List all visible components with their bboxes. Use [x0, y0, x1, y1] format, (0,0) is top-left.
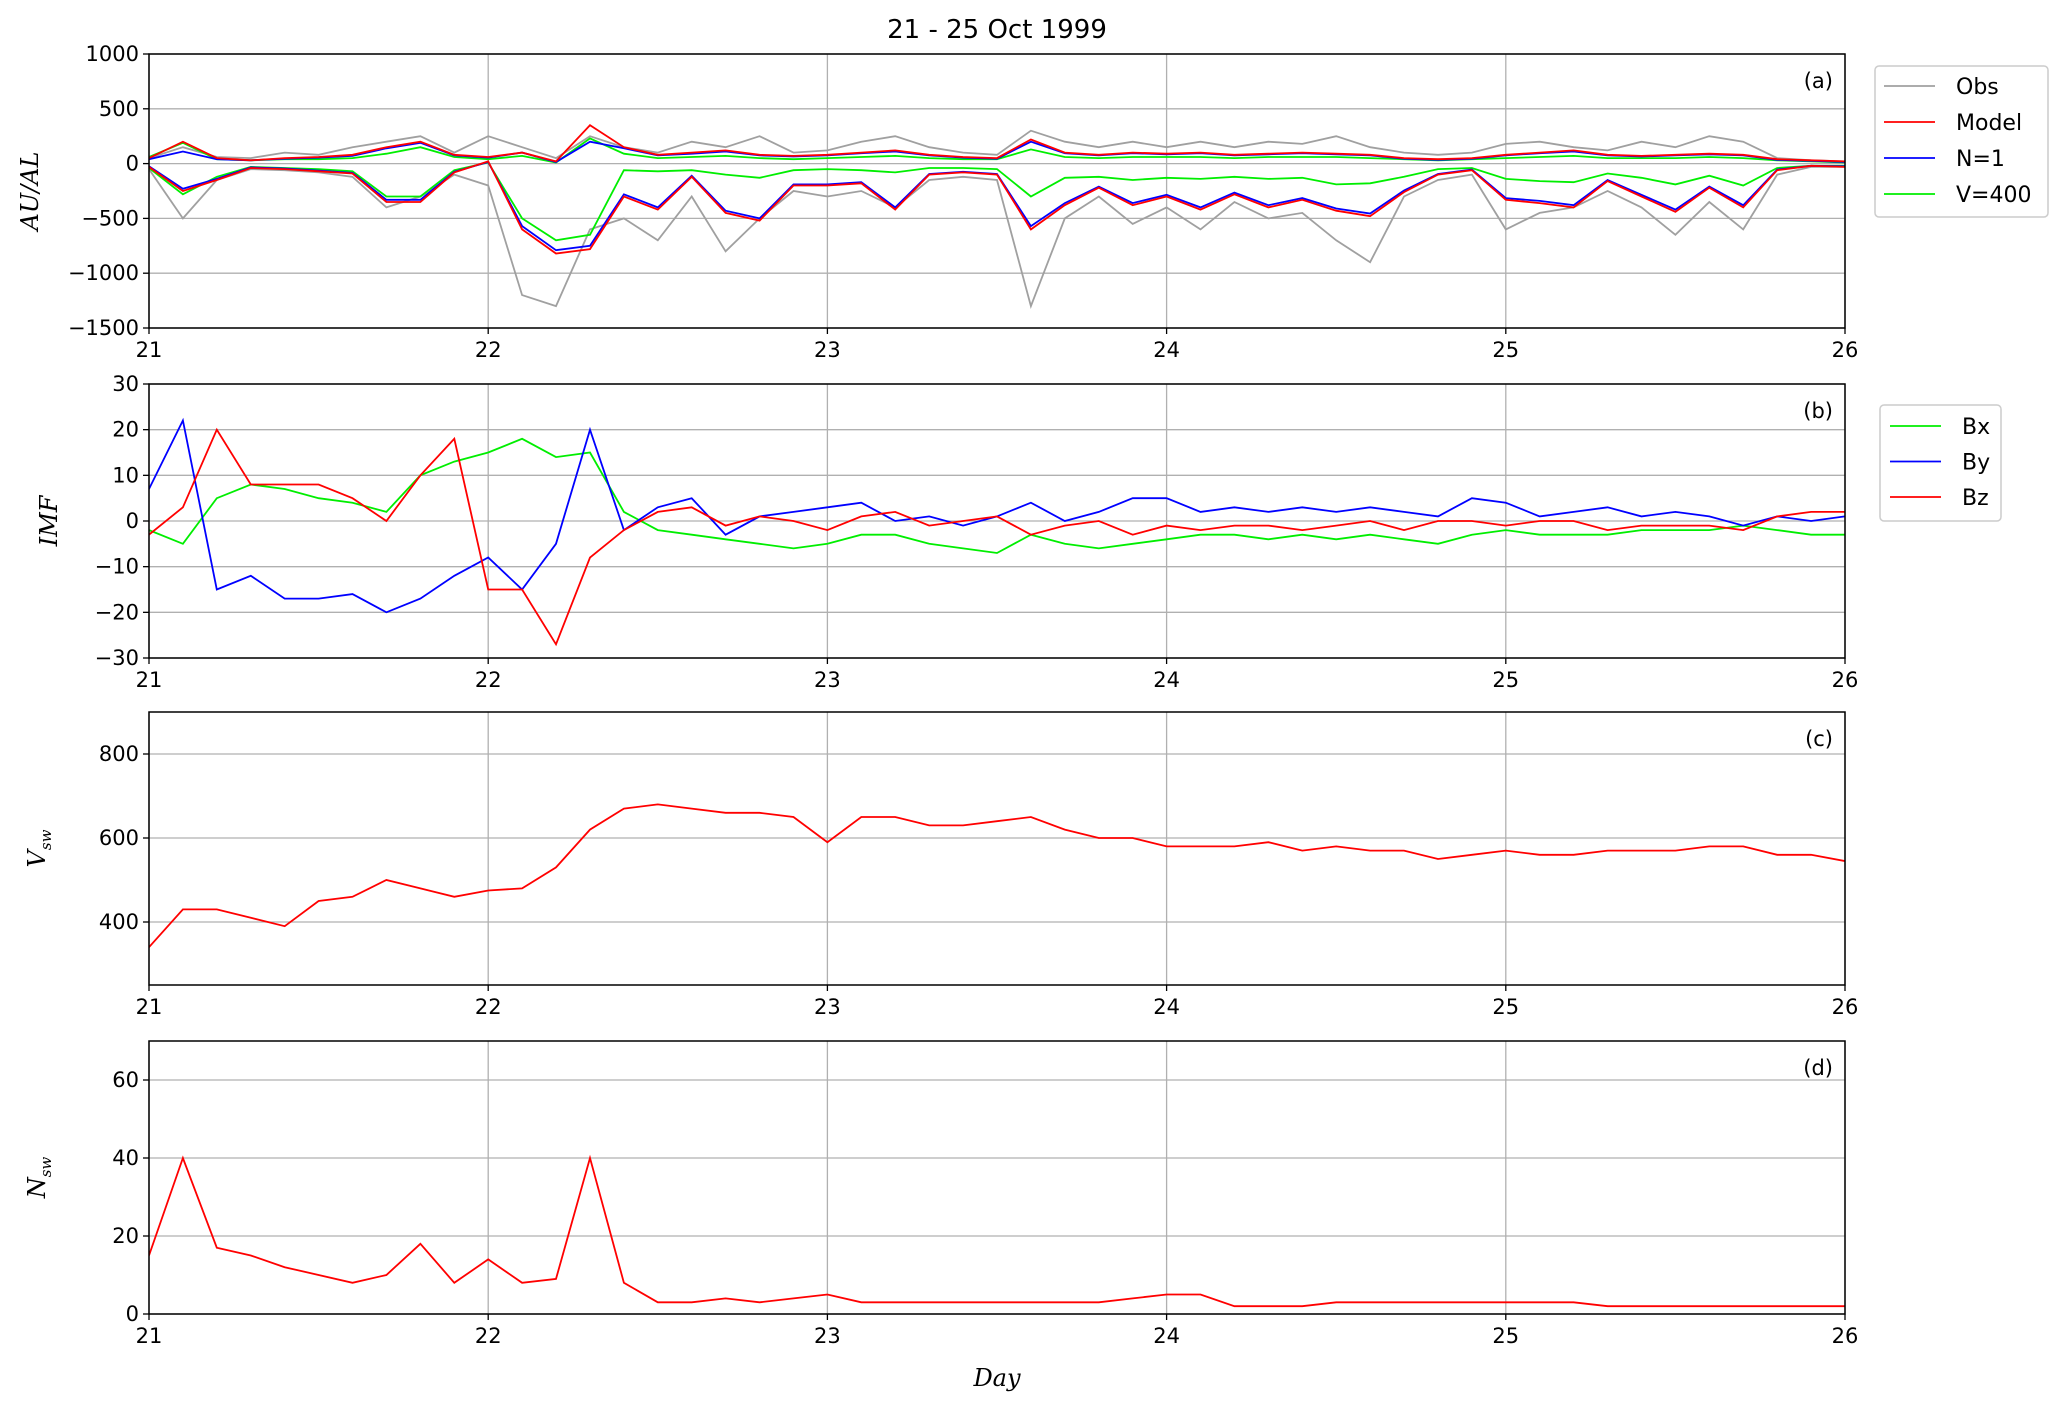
panel-label: (c)	[1805, 727, 1833, 751]
panel-c: 21 22 23 24 25 26 400 600 800 (c) Vsw	[23, 711, 1859, 1019]
y-axis-label: AU/AL	[16, 152, 44, 233]
series-line-obs	[149, 129, 1845, 163]
legend: Bx By Bz	[1879, 404, 2002, 522]
x-tick-label: 22	[475, 338, 502, 362]
x-tick-label: 21	[136, 668, 163, 692]
panel-d: 21 22 23 24 25 26 0 20 40 60 (d) Nsw	[23, 1040, 1859, 1348]
x-tick-label: 22	[475, 995, 502, 1019]
panel-label: (b)	[1803, 399, 1833, 423]
x-tick-label: 24	[1153, 1324, 1180, 1348]
y-tick-label: 60	[112, 1068, 139, 1092]
x-tick-label: 25	[1492, 1324, 1519, 1348]
y-axis-label: Nsw	[23, 1157, 55, 1200]
legend-box	[1879, 404, 2002, 522]
x-axis-label: Day	[972, 1364, 1021, 1392]
series-line-model	[149, 124, 1845, 163]
legend-label: Model	[1956, 111, 2022, 136]
panel-label: (d)	[1803, 1056, 1833, 1080]
series-line-bz	[149, 427, 1845, 647]
x-tick-label: 23	[814, 338, 841, 362]
x-tick-label: 23	[814, 1324, 841, 1348]
figure-title: 21 - 25 Oct 1999	[887, 15, 1107, 45]
axes-frame	[148, 53, 1846, 329]
x-tick-label: 24	[1153, 338, 1180, 362]
x-tick-label: 26	[1832, 668, 1859, 692]
legend-label: Bz	[1962, 486, 1989, 511]
y-axis-label-subscript: sw	[37, 1157, 55, 1178]
legend: Obs Model N=1 V=400	[1874, 65, 2049, 218]
panel-b: 21 22 23 24 25 26 −30 −20 −10 0 10 20 30 (b) IMF Bx By Bz	[35, 372, 2002, 692]
y-axis-label: IMF	[35, 494, 63, 547]
x-tick-label: 23	[814, 668, 841, 692]
series-line-v-400	[149, 161, 1845, 242]
panel-a: 21 22 23 24 25 26 −1500 −1000 −500 0 500 1000 (a) AU/…	[16, 42, 2049, 362]
x-tick-label: 21	[136, 995, 163, 1019]
legend-label: Bx	[1962, 415, 1990, 440]
y-tick-label: 20	[112, 1224, 139, 1248]
x-tick-label: 22	[475, 1324, 502, 1348]
x-tick-label: 24	[1153, 668, 1180, 692]
panel-label: (a)	[1804, 69, 1833, 93]
y-tick-label: 400	[99, 910, 139, 934]
y-tick-label: 40	[112, 1146, 139, 1170]
legend-label: By	[1962, 451, 1990, 476]
y-axis-label: Vsw	[23, 829, 55, 867]
x-tick-label: 25	[1492, 668, 1519, 692]
x-tick-label: 26	[1832, 995, 1859, 1019]
y-tick-label: 10	[112, 463, 139, 487]
y-tick-label: −1000	[68, 261, 139, 285]
y-tick-label: −30	[95, 646, 139, 670]
y-tick-label: 0	[126, 152, 139, 176]
x-tick-label: 26	[1832, 1324, 1859, 1348]
y-tick-label: 20	[112, 418, 139, 442]
y-tick-label: −1500	[68, 316, 139, 340]
series-line-value	[149, 1154, 1845, 1308]
x-tick-label: 25	[1492, 338, 1519, 362]
axes-frame	[148, 1040, 1846, 1315]
x-tick-label: 21	[136, 1324, 163, 1348]
y-tick-label: 1000	[86, 42, 139, 66]
y-tick-label: −500	[81, 206, 139, 230]
y-tick-label: 800	[99, 742, 139, 766]
x-tick-label: 26	[1832, 338, 1859, 362]
series-line-value	[149, 803, 1845, 948]
legend-label: Obs	[1956, 75, 1999, 100]
y-tick-label: 0	[126, 1302, 139, 1326]
axes-frame	[148, 711, 1846, 986]
legend-box	[1874, 65, 2049, 218]
x-tick-label: 23	[814, 995, 841, 1019]
y-tick-label: 500	[99, 97, 139, 121]
y-tick-label: 0	[126, 509, 139, 533]
y-tick-label: 30	[112, 372, 139, 396]
x-tick-label: 24	[1153, 995, 1180, 1019]
legend-label: V=400	[1956, 183, 2031, 208]
x-tick-label: 21	[136, 338, 163, 362]
y-tick-label: −20	[95, 600, 139, 624]
x-tick-label: 22	[475, 668, 502, 692]
y-tick-label: −10	[95, 555, 139, 579]
legend-label: N=1	[1956, 147, 2005, 172]
y-tick-label: 600	[99, 826, 139, 850]
series-line-obs	[149, 165, 1845, 309]
y-axis-label-subscript: sw	[37, 829, 55, 850]
x-tick-label: 25	[1492, 995, 1519, 1019]
series-line-model	[149, 160, 1845, 255]
series-line-bx	[149, 437, 1845, 554]
